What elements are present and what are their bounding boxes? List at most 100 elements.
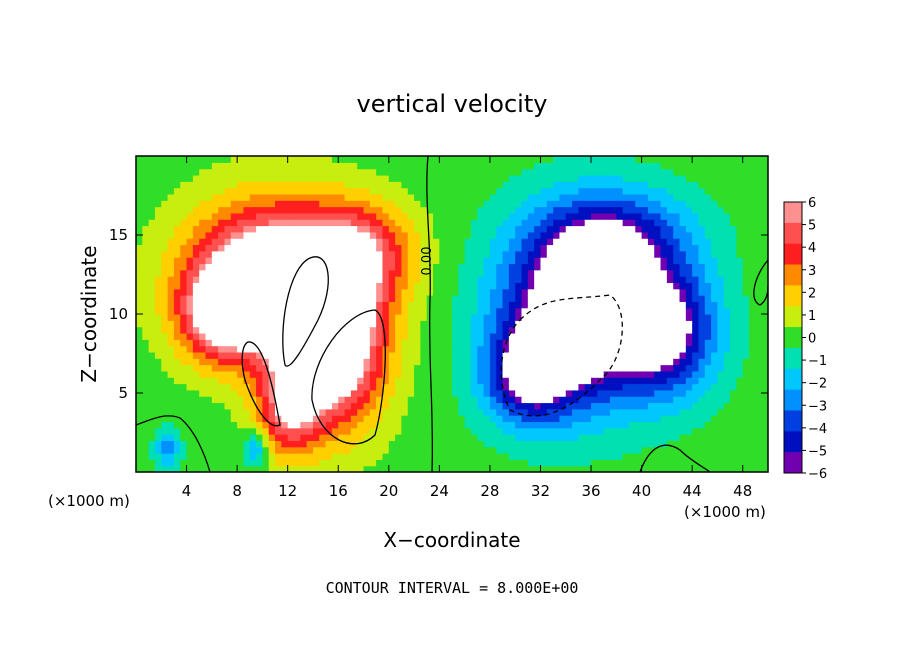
field-cell: [369, 396, 377, 404]
field-cell: [363, 295, 371, 302]
field-cell: [540, 459, 548, 467]
field-cell: [736, 162, 744, 170]
field-cell: [243, 263, 251, 271]
field-cell: [679, 326, 687, 334]
field-cell: [508, 408, 516, 416]
field-cell: [148, 434, 156, 441]
field-cell: [287, 351, 295, 359]
field-cell: [508, 320, 516, 328]
field-cell: [344, 212, 352, 220]
field-cell: [243, 231, 251, 239]
field-cell: [199, 193, 207, 201]
field-cell: [262, 314, 270, 321]
field-cell: [761, 345, 768, 353]
field-cell: [262, 326, 270, 334]
field-cell: [300, 314, 308, 321]
field-cell: [205, 370, 213, 378]
field-cell: [610, 415, 617, 423]
field-cell: [483, 370, 491, 378]
field-cell: [622, 396, 630, 404]
field-cell: [527, 453, 535, 460]
field-cell: [723, 453, 731, 460]
field-cell: [312, 465, 320, 472]
field-cell: [136, 320, 143, 328]
field-cell: [338, 162, 346, 170]
field-cell: [610, 174, 617, 182]
field-cell: [407, 465, 415, 472]
field-cell: [508, 181, 516, 189]
field-cell: [534, 162, 542, 170]
field-cell: [654, 307, 662, 315]
field-cell: [660, 276, 668, 283]
field-cell: [489, 263, 497, 271]
field-cell: [711, 377, 719, 385]
field-cell: [508, 440, 516, 448]
field-cell: [749, 345, 756, 353]
field-cell: [325, 181, 333, 189]
field-cell: [136, 187, 143, 195]
field-cell: [186, 307, 194, 315]
field-cell: [319, 250, 327, 258]
field-cell: [287, 257, 295, 265]
field-cell: [262, 156, 270, 163]
field-cell: [489, 351, 497, 359]
field-cell: [527, 212, 535, 220]
field-cell: [527, 421, 535, 429]
field-cell: [319, 200, 327, 208]
field-cell: [281, 257, 289, 265]
field-cell: [306, 459, 314, 467]
field-cell: [515, 320, 523, 328]
field-cell: [173, 231, 181, 239]
field-cell: [230, 168, 238, 176]
field-cell: [376, 250, 384, 258]
field-cell: [445, 332, 453, 340]
field-cell: [445, 156, 453, 163]
field-cell: [344, 402, 352, 410]
field-cell: [483, 332, 491, 340]
field-cell: [584, 193, 592, 201]
field-cell: [167, 332, 175, 340]
field-cell: [534, 307, 542, 315]
field-cell: [647, 269, 655, 277]
field-cell: [205, 162, 213, 170]
field-cell: [616, 434, 624, 441]
field-cell: [325, 434, 333, 441]
field-cell: [723, 225, 731, 233]
field-cell: [357, 231, 365, 239]
field-cell: [237, 307, 245, 315]
field-cell: [654, 370, 662, 378]
field-cell: [660, 162, 668, 170]
field-cell: [161, 301, 169, 309]
field-cell: [711, 168, 719, 176]
field-cell: [294, 345, 301, 353]
field-cell: [470, 212, 478, 220]
field-cell: [616, 389, 624, 397]
field-cell: [420, 453, 428, 460]
field-cell: [369, 206, 377, 214]
field-cell: [275, 301, 282, 309]
field-cell: [433, 301, 440, 309]
field-cell: [357, 421, 365, 429]
field-cell: [357, 225, 365, 233]
field-cell: [376, 377, 384, 385]
field-cell: [344, 453, 352, 460]
field-cell: [711, 402, 719, 410]
field-cell: [344, 269, 352, 277]
field-cell: [211, 440, 219, 448]
field-cell: [344, 200, 352, 208]
field-cell: [306, 465, 314, 472]
field-cell: [357, 187, 365, 195]
field-cell: [584, 181, 592, 189]
field-cell: [717, 162, 725, 170]
field-cell: [635, 408, 643, 416]
field-cell: [167, 465, 175, 472]
field-cell: [433, 320, 440, 328]
field-cell: [546, 244, 554, 252]
field-cell: [445, 219, 453, 227]
field-cell: [312, 453, 320, 460]
field-cell: [673, 250, 681, 258]
field-cell: [584, 263, 592, 271]
field-cell: [180, 358, 188, 366]
field-cell: [647, 459, 655, 467]
field-cell: [142, 427, 150, 435]
